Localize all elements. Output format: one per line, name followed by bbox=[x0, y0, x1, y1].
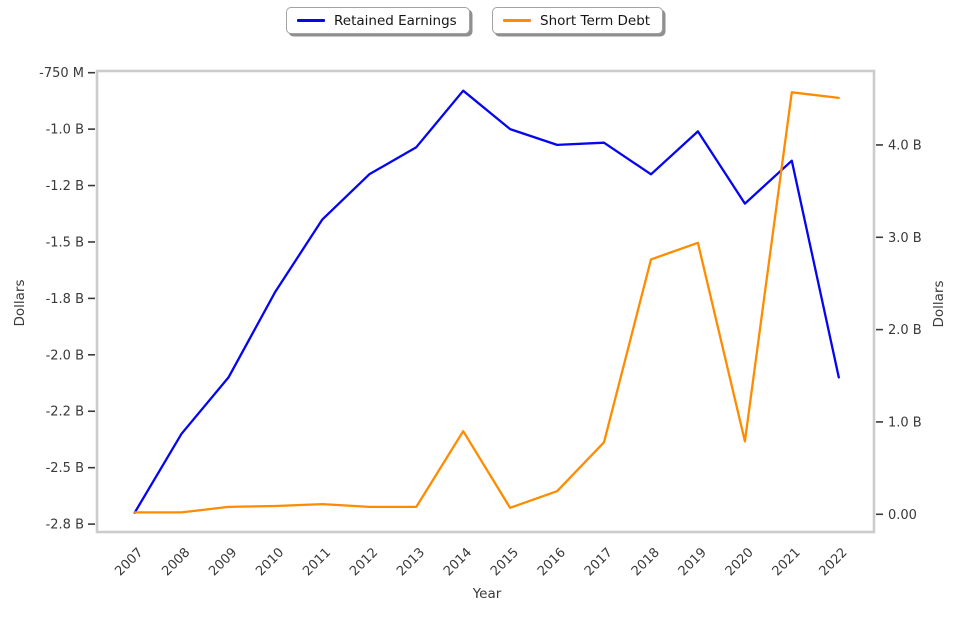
y-left-tick-label: -1.8 B bbox=[46, 292, 84, 307]
x-tick-label: 2013 bbox=[394, 545, 428, 579]
x-tick-label: 2019 bbox=[676, 545, 710, 579]
y-right-tick-label: 4.0 B bbox=[888, 138, 922, 153]
y-left-tick-label: -2.0 B bbox=[46, 348, 84, 363]
y-left-tick-label: -1.5 B bbox=[46, 235, 84, 250]
x-tick-label: 2018 bbox=[629, 545, 663, 579]
y-right-tick-label: 1.0 B bbox=[888, 415, 922, 430]
x-tick-label: 2009 bbox=[206, 545, 240, 579]
x-tick-label: 2011 bbox=[300, 545, 334, 579]
short-term-debt-line bbox=[133, 91, 840, 514]
y-left-tick-label: -750 M bbox=[39, 66, 84, 81]
y-left-tick-label: -2.8 B bbox=[46, 518, 84, 533]
x-tick-label: 2015 bbox=[488, 545, 522, 579]
x-tick-label: 2008 bbox=[159, 545, 193, 579]
retained-earnings-line-sample bbox=[297, 19, 325, 22]
x-tick-label: 2021 bbox=[770, 545, 804, 579]
legend-retained-earnings: Retained Earnings bbox=[286, 7, 470, 34]
y-left-tick-label: -2.2 B bbox=[46, 405, 84, 420]
x-axis-label: Year bbox=[472, 586, 502, 602]
y-axis-label-left: Dollars bbox=[12, 279, 28, 327]
x-tick-label: 2010 bbox=[253, 545, 287, 579]
x-tick-label: 2020 bbox=[723, 545, 757, 579]
legend-short-term-debt: Short Term Debt bbox=[492, 7, 664, 34]
x-tick-label: 2012 bbox=[347, 545, 381, 579]
x-tick-label: 2007 bbox=[112, 545, 146, 579]
legend-label-short-term-debt: Short Term Debt bbox=[540, 12, 651, 29]
short-term-debt-line-sample bbox=[503, 19, 531, 22]
legend-label-retained-earnings: Retained Earnings bbox=[334, 12, 457, 29]
x-tick-label: 2014 bbox=[441, 545, 475, 579]
x-tick-label: 2022 bbox=[817, 545, 851, 579]
plot-border bbox=[95, 69, 876, 534]
y-axis-label-right: Dollars bbox=[931, 280, 947, 328]
y-left-tick-label: -2.5 B bbox=[46, 461, 84, 476]
y-right-tick-label: 0.00 bbox=[888, 508, 917, 523]
retained-earnings-line bbox=[133, 89, 840, 514]
y-right-tick-label: 2.0 B bbox=[888, 323, 922, 338]
y-left-tick-label: -1.0 B bbox=[46, 123, 84, 138]
x-tick-label: 2016 bbox=[535, 545, 569, 579]
x-tick-label: 2017 bbox=[582, 545, 616, 579]
y-right-tick-label: 3.0 B bbox=[888, 231, 922, 246]
y-left-tick-label: -1.2 B bbox=[46, 179, 84, 194]
